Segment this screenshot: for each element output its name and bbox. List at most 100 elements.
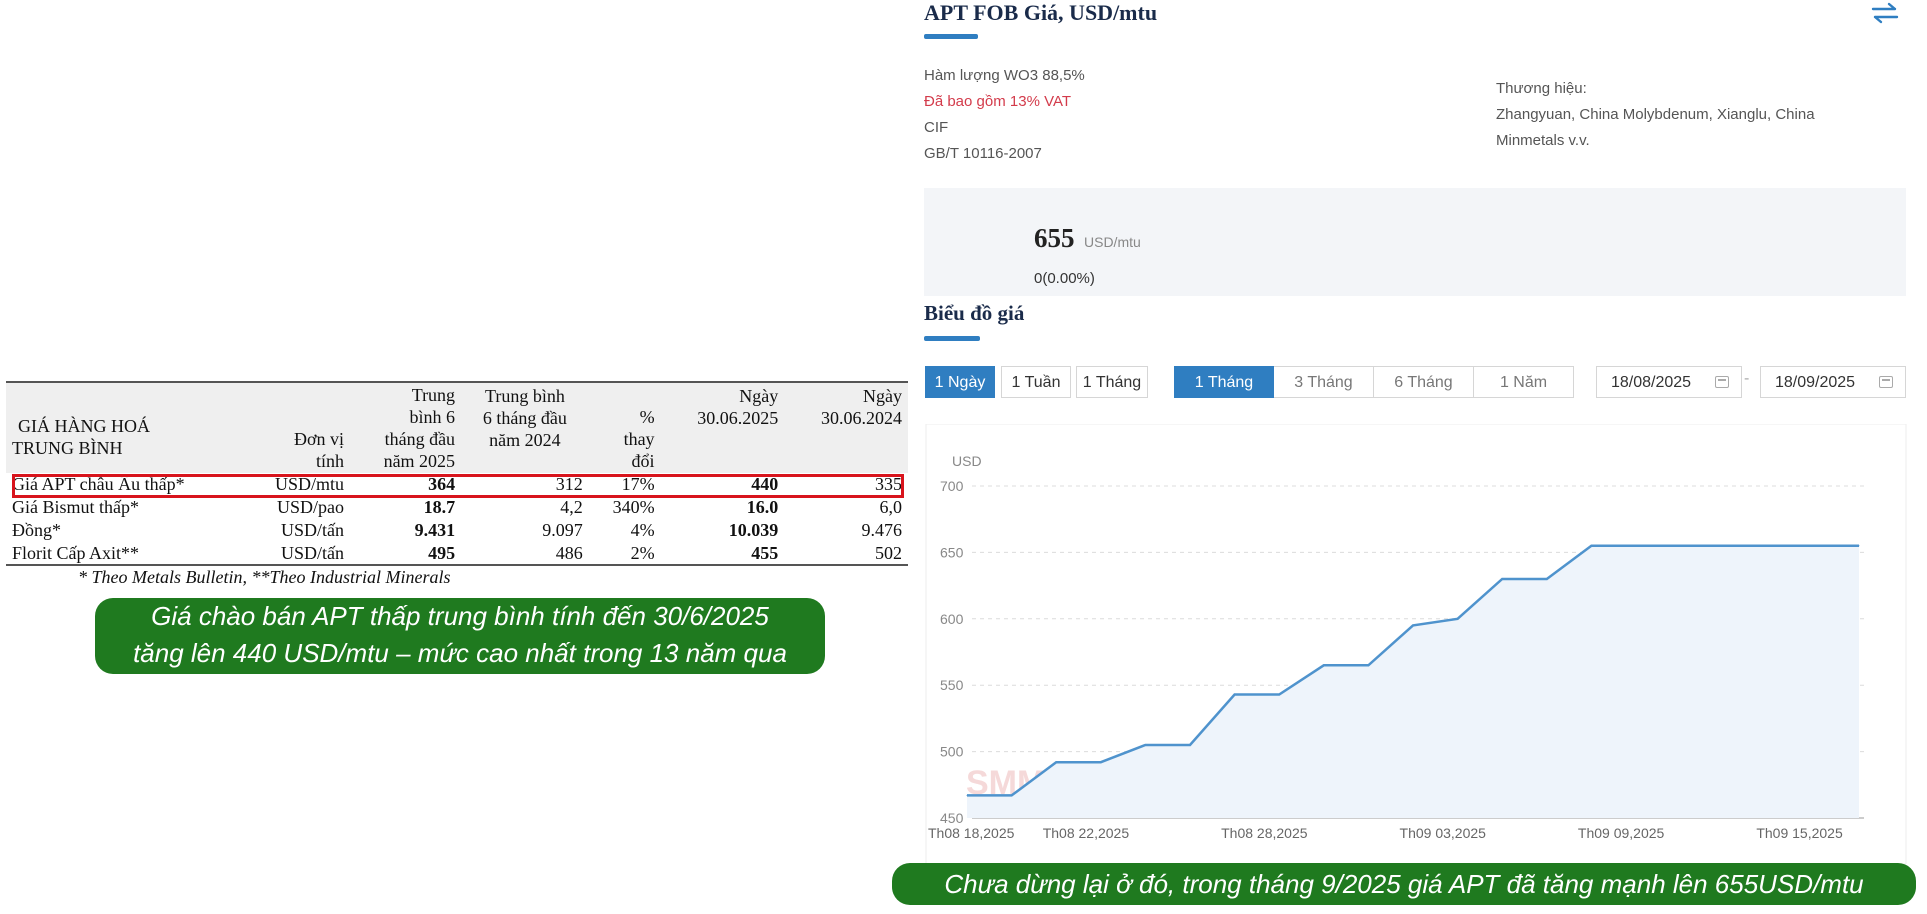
table-footnote: * Theo Metals Bulletin, **Theo Industria… [78, 567, 451, 587]
price-change: 0(0.00%) [1034, 270, 1095, 287]
series-area [967, 545, 1859, 818]
commodity-price-table: GIÁ HÀNG HOÁ TRUNG BÌNH Đơn vị tính Trun… [6, 381, 908, 566]
data-point [1278, 693, 1280, 695]
series-line [967, 544, 1859, 797]
x-tick-label: Th08 28,2025 [1221, 825, 1308, 841]
data-point [1189, 744, 1191, 746]
calendar-icon [1715, 376, 1729, 388]
header-avg-2024: Trung bình 6 tháng đầu năm 2024 [461, 381, 589, 472]
table-row: Florit Cấp Axit** USD/tấn 495 486 2% 455… [6, 541, 908, 566]
apt-row-highlight [12, 474, 904, 498]
header-pct-l1: % [639, 407, 655, 427]
cell-date-2025: 16.0 [746, 496, 779, 517]
header-date-2025-l2: 30.06.2025 [697, 408, 779, 428]
header-date-2025-l1: Ngày [739, 386, 779, 406]
cell-name: Giá Bismut thấp* [12, 496, 139, 517]
data-point [1234, 693, 1236, 695]
price-chart: USD 700 650 600 550 500 450 Th08 18,2025 Th08 22… [924, 424, 1908, 864]
interval-button-day[interactable]: 1 Ngày [925, 366, 995, 398]
brand-value: Zhangyuan, China Molybdenum, Xianglu, Ch… [1496, 106, 1815, 149]
header-commodity-line2: TRUNG BÌNH [12, 437, 123, 458]
cell-avg-2024: 312 [555, 473, 583, 494]
table-row: Giá Bismut thấp* USD/pao 18.7 4,2 340% 1… [6, 495, 908, 518]
header-date-2024-l1: Ngày [863, 386, 902, 406]
chart-heading: Biểu đồ giá [924, 301, 1025, 325]
y-tick-label: 450 [940, 810, 964, 826]
header-avg-2025-l3: tháng đầu [384, 429, 456, 449]
y-tick-label: 550 [940, 677, 964, 693]
date-to-input[interactable]: 18/09/2025 [1760, 366, 1906, 398]
data-point [1858, 545, 1860, 547]
current-price-unit: USD/mtu [1084, 234, 1141, 250]
header-unit-line1: Đơn vị [293, 429, 344, 449]
range-button-6-months[interactable]: 6 Tháng [1374, 366, 1474, 398]
range-button-1-year[interactable]: 1 Năm [1474, 366, 1574, 398]
data-point [1367, 664, 1369, 666]
date-separator: - [1744, 370, 1750, 387]
header-unit-line2: tính [315, 451, 344, 471]
x-tick-label: Th09 03,2025 [1400, 825, 1487, 841]
header-date-2024: Ngày 30.06.2024 [784, 381, 908, 472]
cell-avg-2025: 9.431 [414, 519, 456, 540]
cell-unit: USD/tấn [248, 541, 350, 566]
current-price: 655 [1034, 223, 1075, 253]
x-tick-label: Th08 22,2025 [1043, 825, 1130, 841]
cell-change: 17% [621, 473, 655, 494]
header-avg-2025-l2: bình 6 [409, 407, 456, 427]
header-pct-l3: đổi [631, 451, 655, 471]
caption-right: Chưa dừng lại ở đó, trong tháng 9/2025 g… [892, 863, 1916, 905]
data-point [1590, 545, 1592, 547]
interval-button-week[interactable]: 1 Tuần [1001, 366, 1071, 398]
cell-date-2024: 335 [875, 473, 902, 494]
date-to-value: 18/09/2025 [1775, 374, 1856, 391]
header-avg-2025-l1: Trung [411, 385, 456, 405]
data-point [1100, 761, 1102, 763]
cell-unit: USD/mtu [274, 473, 344, 494]
data-point [1457, 618, 1459, 620]
spec-wo3: Hàm lượng WO3 88,5% [924, 67, 1085, 84]
y-tick-label: 600 [940, 611, 964, 627]
chart-frame [925, 424, 1907, 864]
header-date-2025: Ngày 30.06.2025 [661, 381, 785, 472]
header-avg-2025: Trung bình 6 tháng đầu năm 2025 [350, 381, 461, 472]
data-point [1412, 624, 1414, 626]
data-point [1323, 664, 1325, 666]
cell-date-2024: 9.476 [861, 519, 903, 540]
price-panel-title: APT FOB Giá, USD/mtu [924, 0, 1158, 25]
y-tick-label: 700 [940, 478, 964, 494]
cell-date-2024: 502 [784, 541, 908, 566]
header-date-2024-l2: 30.06.2024 [821, 408, 902, 428]
cell-unit: USD/tấn [281, 519, 344, 540]
swap-arrows-icon[interactable] [1870, 2, 1900, 24]
title-underline [924, 34, 978, 39]
y-tick-label: 650 [940, 544, 964, 560]
x-tick-label: Th09 09,2025 [1578, 825, 1665, 841]
range-button-3-months[interactable]: 3 Tháng [1274, 366, 1374, 398]
header-pct-l2: thay [623, 429, 655, 449]
table-row: Đồng* USD/tấn 9.431 9.097 4% 10.039 9.47… [6, 518, 908, 541]
cell-date-2025: 440 [751, 473, 779, 494]
cell-name: Giá APT châu Âu thấp* [12, 473, 185, 494]
spec-incoterm: CIF [924, 119, 949, 136]
header-commodity: GIÁ HÀNG HOÁ TRUNG BÌNH [6, 381, 248, 472]
table-row: Giá APT châu Âu thấp* USD/mtu 364 312 17… [6, 472, 908, 495]
data-point [1055, 761, 1057, 763]
header-pct-change: % thay đổi [589, 381, 661, 472]
cell-avg-2025: 495 [350, 541, 462, 566]
caption-left: Giá chào bán APT thấp trung bình tính đế… [95, 598, 825, 674]
cell-avg-2024: 486 [461, 541, 589, 566]
interval-button-month[interactable]: 1 Tháng [1076, 366, 1148, 398]
header-avg-2024-l3: năm 2024 [489, 430, 561, 450]
brand-label: Thương hiệu: [1496, 80, 1587, 97]
header-avg-2024-l2: 6 tháng đầu [482, 408, 567, 428]
caption-left-line1: Giá chào bán APT thấp trung bình tính đế… [151, 601, 769, 631]
range-button-1-month[interactable]: 1 Tháng [1174, 366, 1274, 398]
header-avg-2025-l4: năm 2025 [383, 451, 456, 471]
chart-heading-underline [924, 336, 980, 341]
caption-left-line2: tăng lên 440 USD/mtu – mức cao nhất tron… [133, 638, 787, 668]
cell-avg-2024: 4,2 [560, 496, 583, 517]
calendar-icon [1879, 376, 1893, 388]
cell-change: 2% [588, 541, 661, 566]
date-from-input[interactable]: 18/08/2025 [1596, 366, 1742, 398]
spec-list: Hàm lượng WO3 88,5% Đã bao gồm 13% VAT C… [924, 63, 1085, 167]
